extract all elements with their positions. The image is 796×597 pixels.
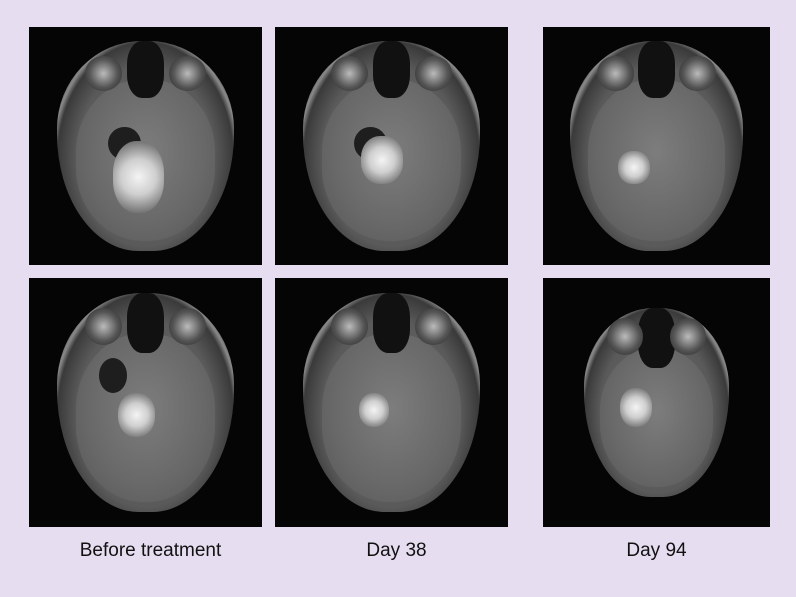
mri-before-treatment-row2 [29, 278, 262, 527]
column-label-before-treatment: Before treatment [79, 540, 222, 561]
mri-day38-row1 [275, 27, 508, 265]
mri-before-treatment-row1 [29, 27, 262, 265]
column-label-day94: Day 94 [626, 540, 687, 561]
column-label-day38: Day 38 [366, 540, 427, 561]
mri-day94-row2 [543, 278, 770, 527]
mri-day94-row1 [543, 27, 770, 265]
mri-day38-row2 [275, 278, 508, 527]
